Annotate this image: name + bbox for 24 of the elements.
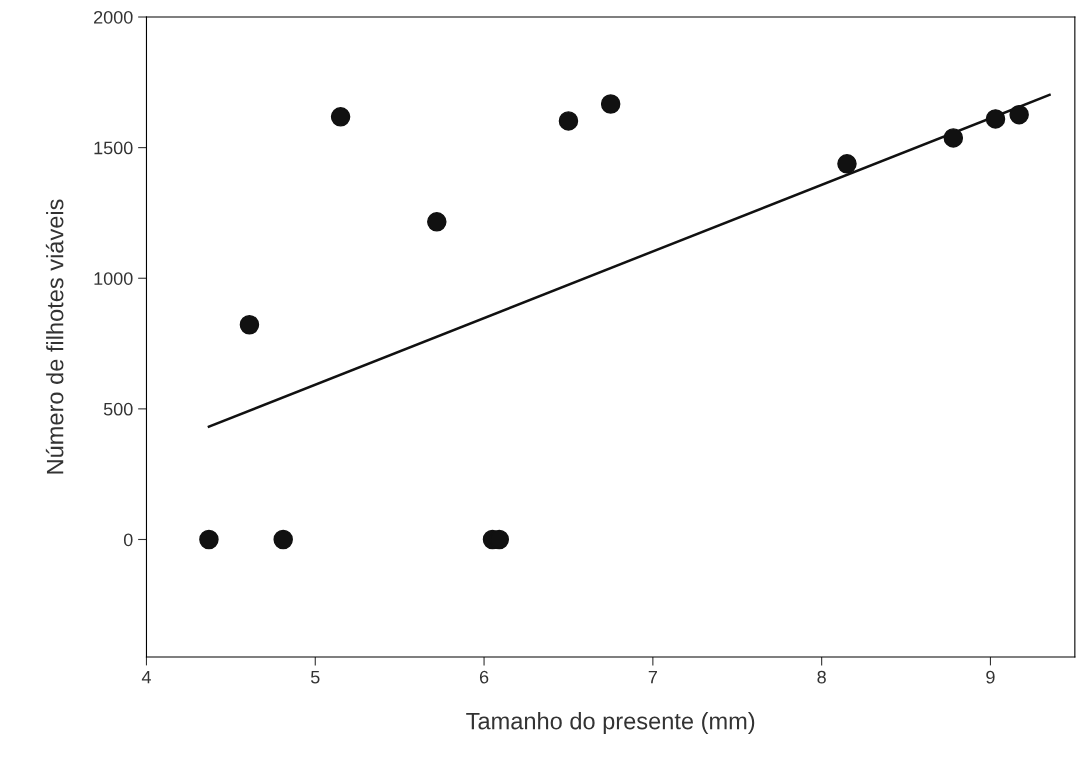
x-tick-label: 5 xyxy=(310,670,320,684)
point xyxy=(330,107,351,127)
point xyxy=(199,529,219,550)
point xyxy=(985,109,1006,129)
point xyxy=(1009,104,1029,125)
y-tick-label: 2000 xyxy=(94,10,133,24)
y-tick-label: 500 xyxy=(103,402,133,416)
point xyxy=(558,111,579,131)
point xyxy=(837,154,857,174)
x-tick-label: 4 xyxy=(141,670,151,684)
x-tick-label: 8 xyxy=(817,670,826,684)
point xyxy=(600,94,621,114)
x-tick-label: 6 xyxy=(479,670,489,684)
x-axis-title: Tamanho do presente (mm) xyxy=(466,712,755,735)
x-tick-label: 9 xyxy=(986,670,995,684)
point xyxy=(427,212,447,232)
y-tick-label: 0 xyxy=(123,533,133,547)
point xyxy=(273,529,293,550)
y-tick-label: 1500 xyxy=(94,141,133,155)
x-tick-label: 7 xyxy=(648,670,657,684)
y-tick-label: 1000 xyxy=(94,272,133,285)
point xyxy=(943,128,964,148)
y-axis-title: Número de filhotes viáveis xyxy=(45,199,64,474)
point xyxy=(239,315,260,335)
